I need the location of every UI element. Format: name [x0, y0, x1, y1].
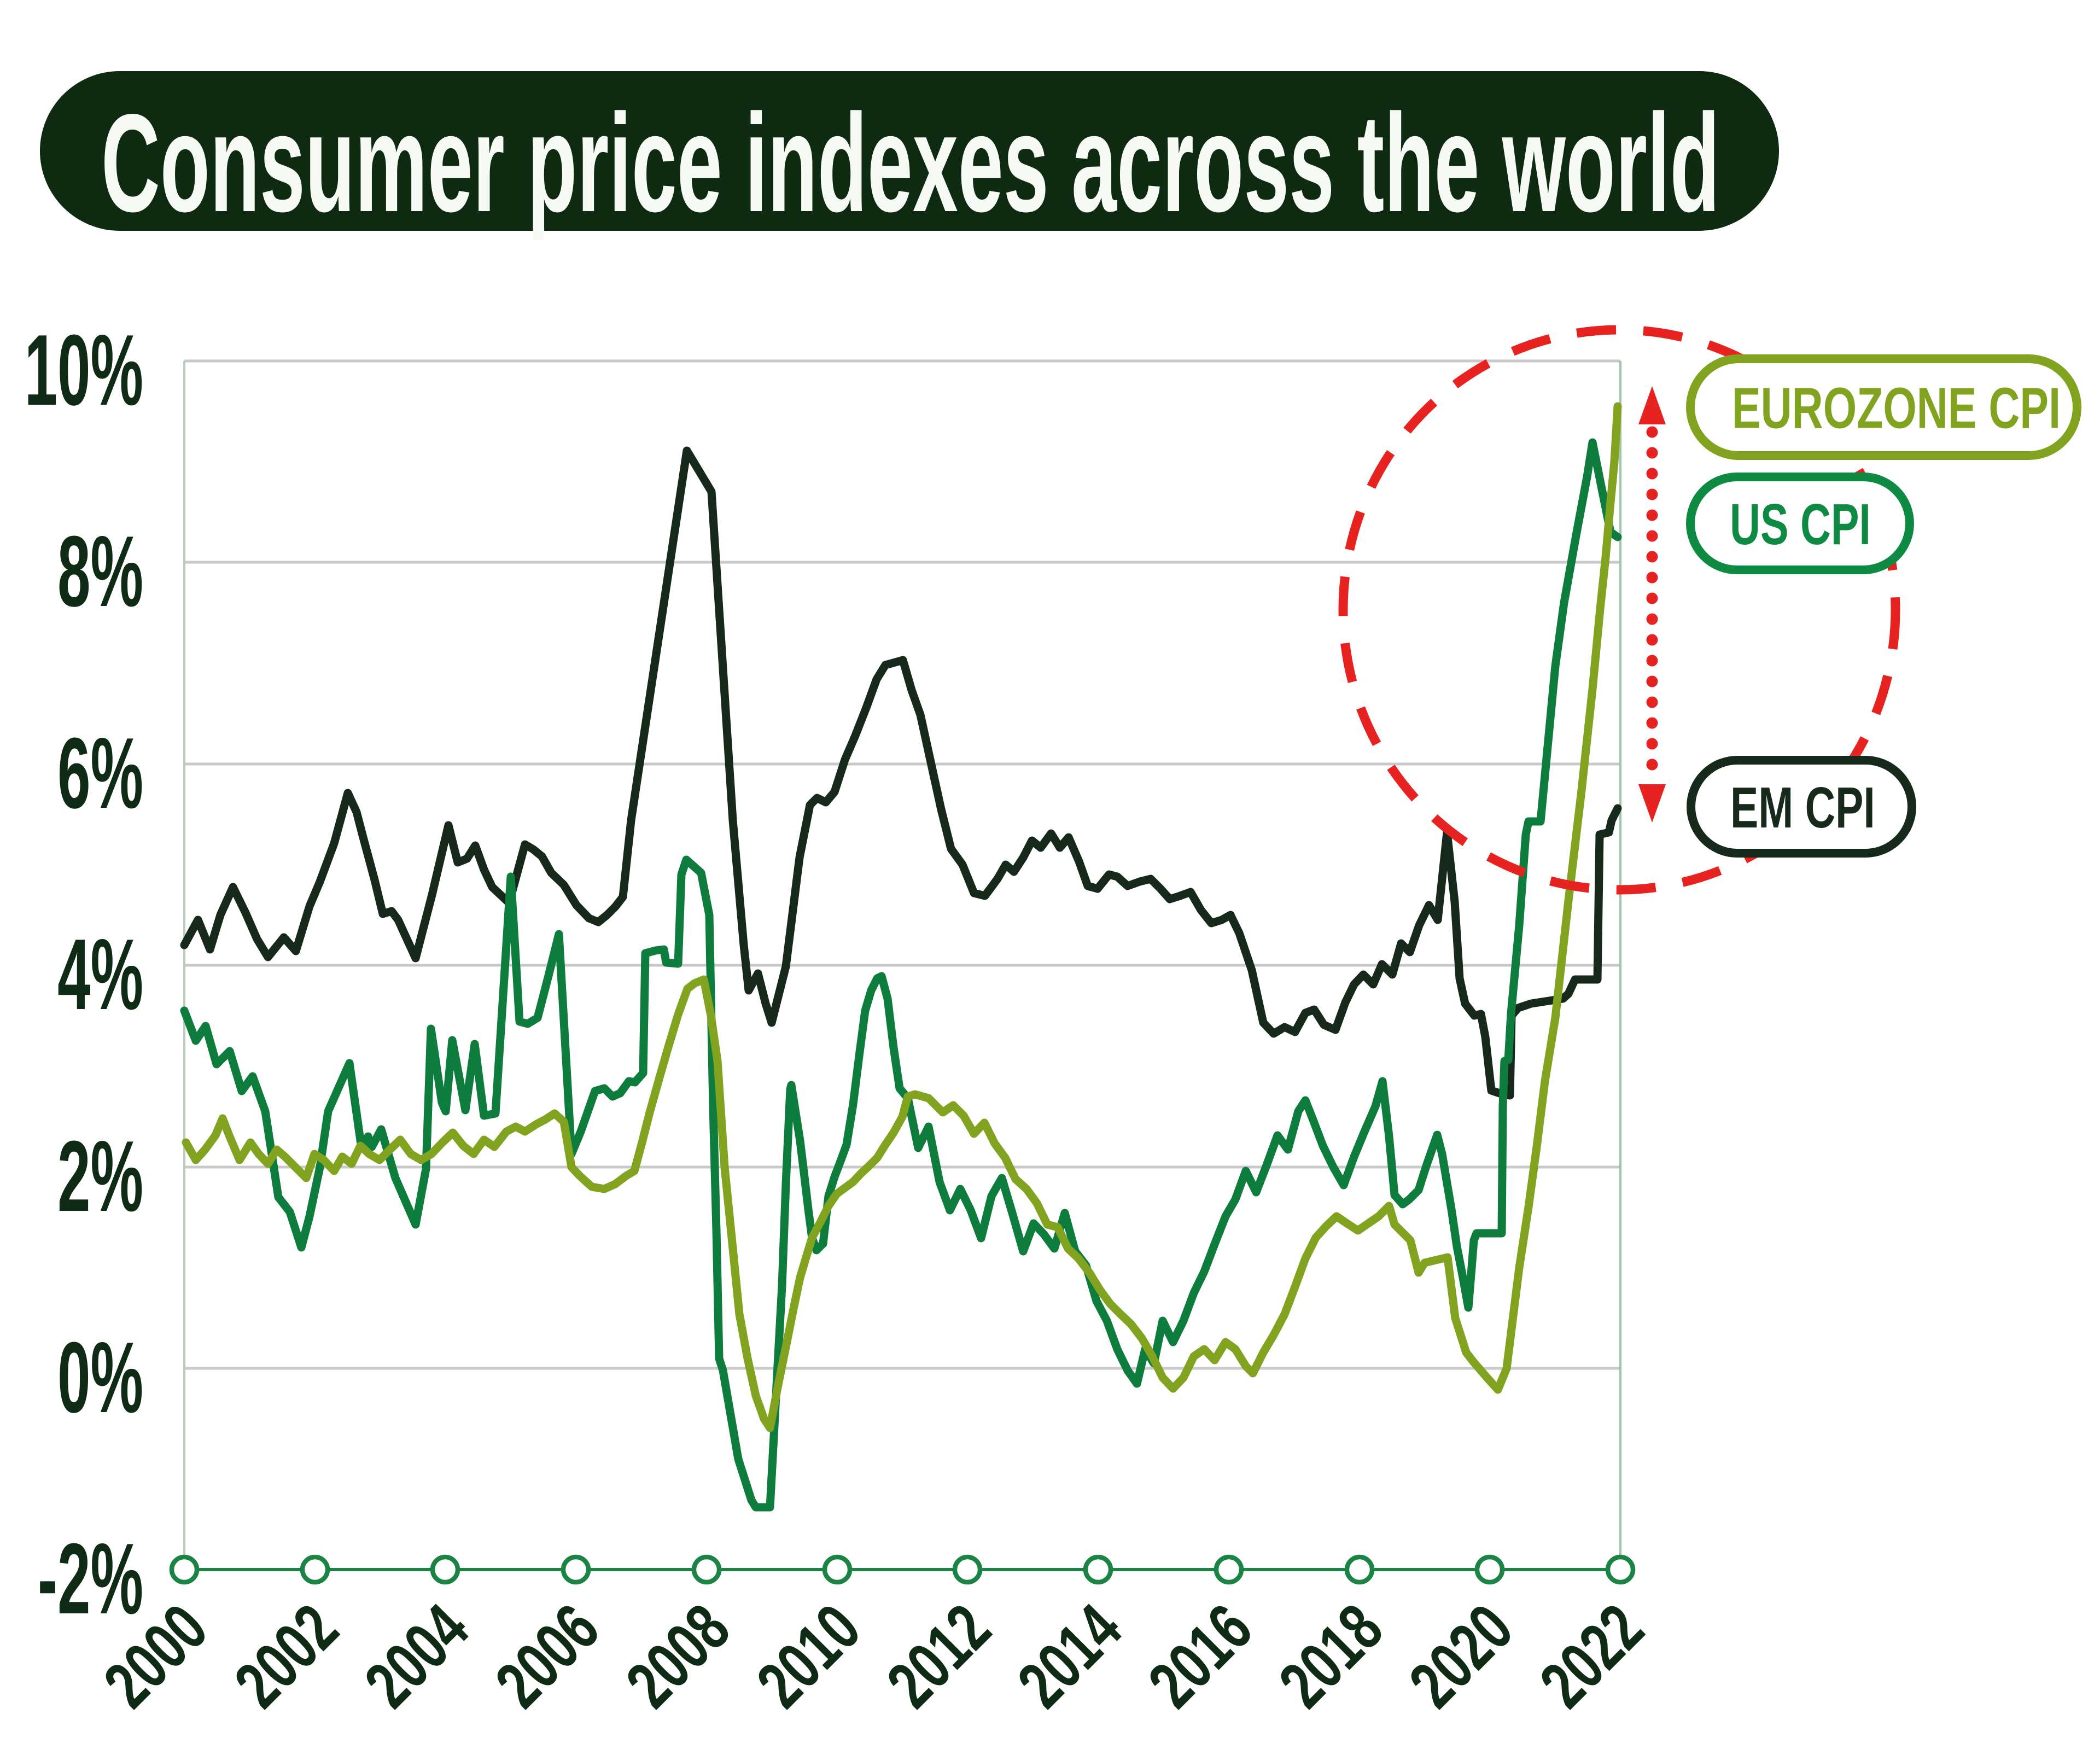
svg-text:EM CPI: EM CPI: [1730, 775, 1875, 840]
svg-text:-2%: -2%: [38, 1523, 143, 1635]
svg-text:8%: 8%: [57, 515, 143, 628]
svg-text:2014: 2014: [1004, 1590, 1135, 1721]
svg-text:2004: 2004: [351, 1590, 482, 1721]
svg-text:2010: 2010: [743, 1590, 874, 1721]
svg-text:EUROZONE CPI: EUROZONE CPI: [1732, 375, 2061, 440]
svg-text:2012: 2012: [873, 1590, 1004, 1721]
svg-text:2022: 2022: [1526, 1590, 1657, 1721]
svg-text:4%: 4%: [57, 918, 143, 1031]
svg-text:2%: 2%: [57, 1120, 143, 1233]
svg-text:10%: 10%: [25, 314, 143, 427]
svg-text:2016: 2016: [1134, 1590, 1265, 1721]
svg-text:2008: 2008: [612, 1590, 743, 1721]
svg-text:2018: 2018: [1265, 1590, 1396, 1721]
svg-text:0%: 0%: [57, 1321, 143, 1434]
svg-text:2006: 2006: [481, 1590, 612, 1721]
svg-text:6%: 6%: [57, 717, 143, 830]
svg-text:2002: 2002: [220, 1590, 352, 1721]
svg-text:US CPI: US CPI: [1730, 492, 1871, 557]
svg-text:2020: 2020: [1395, 1590, 1526, 1721]
